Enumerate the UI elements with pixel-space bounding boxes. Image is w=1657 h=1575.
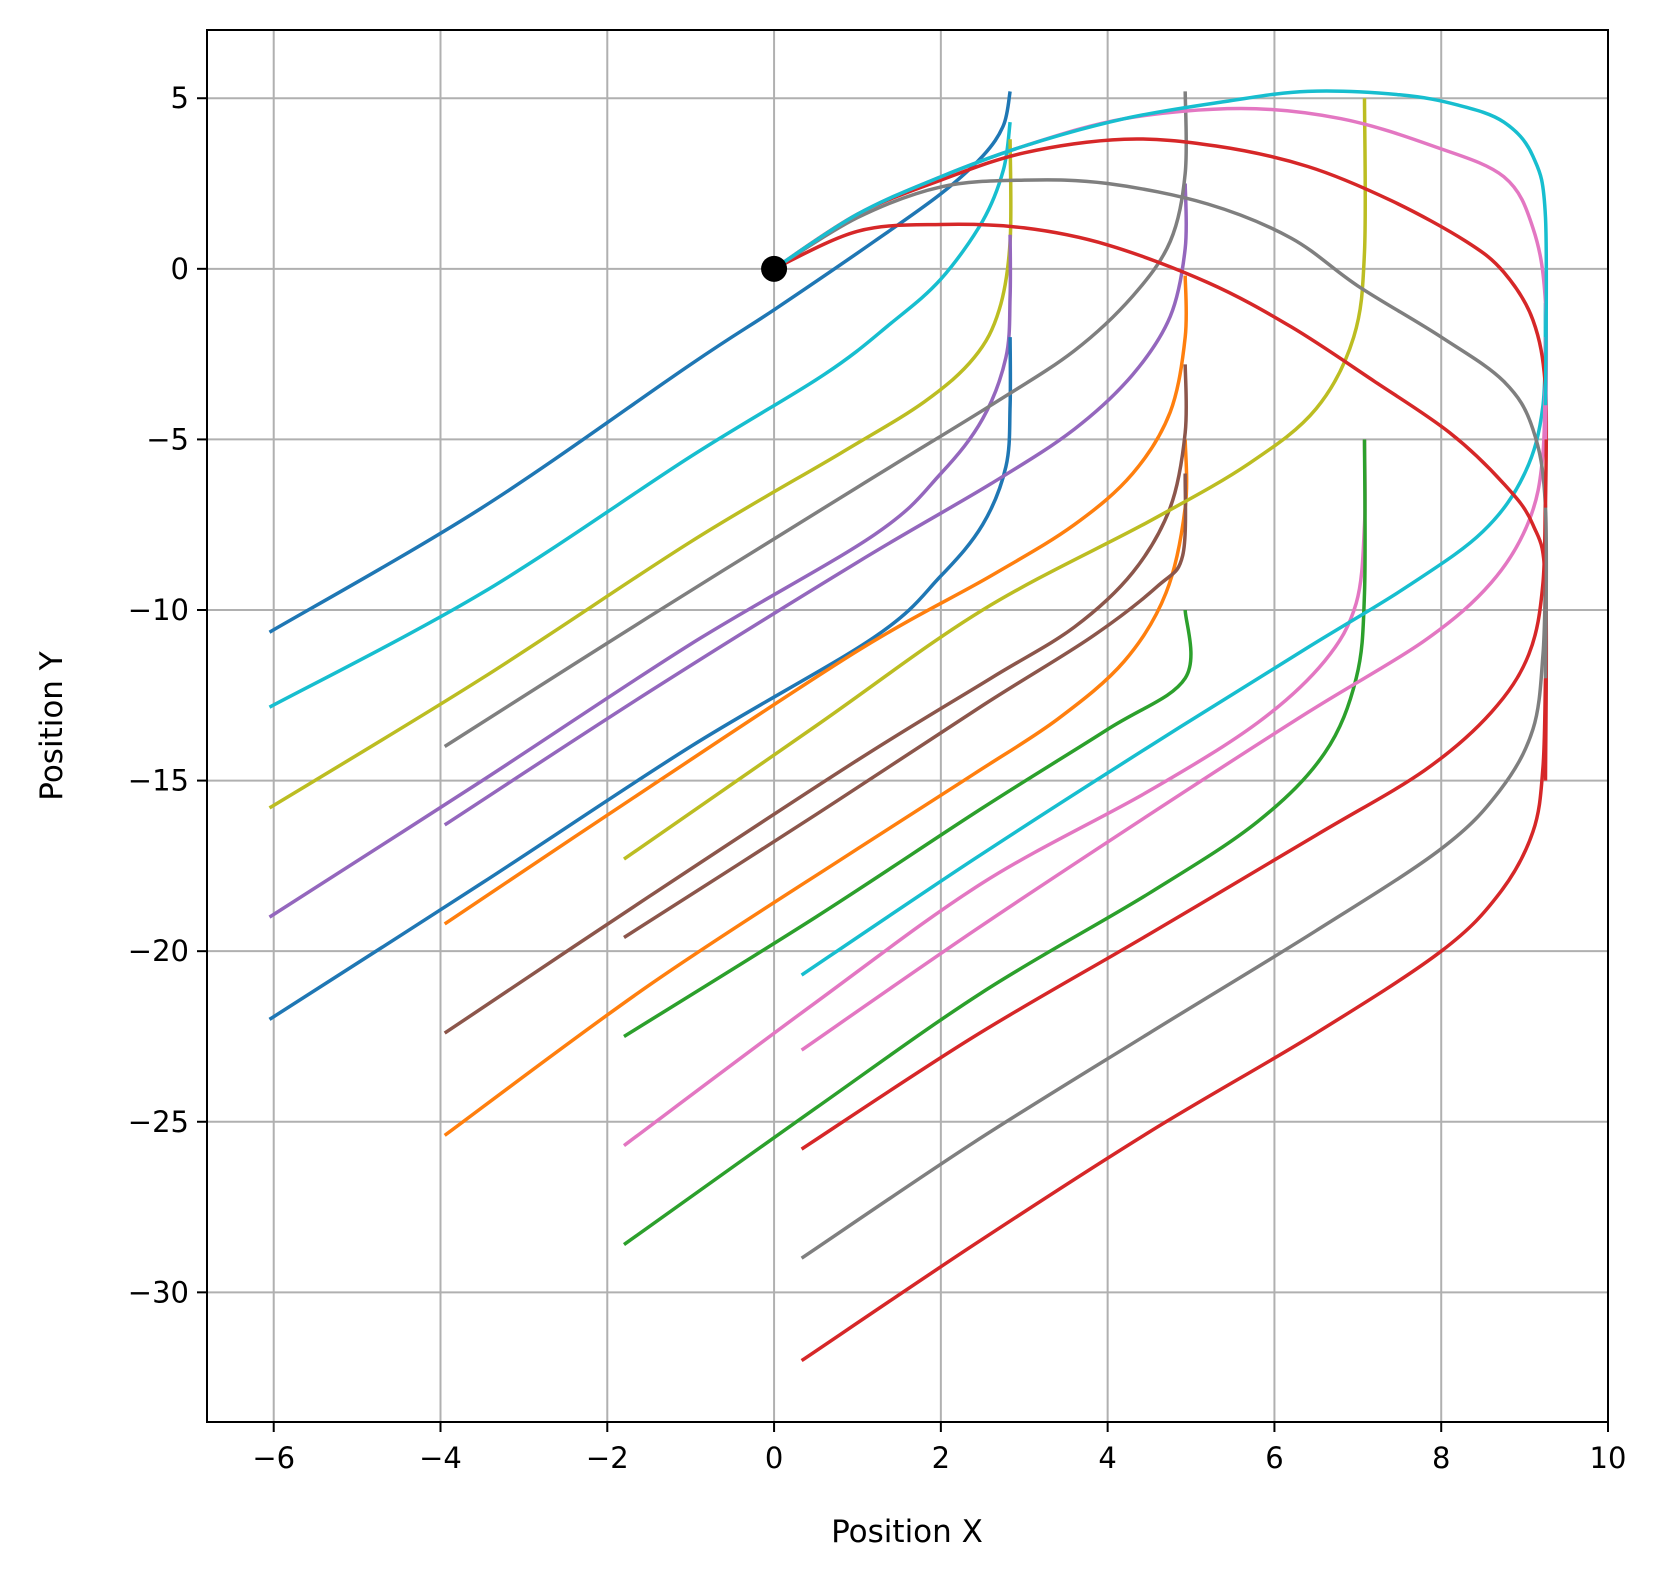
y-tick-label: 0: [171, 252, 189, 286]
trajectory-line-15: [622, 439, 1367, 1247]
x-tick-label: 6: [1265, 1441, 1283, 1475]
trajectory-line-20: [800, 678, 1548, 1363]
trajectory-line-23: [773, 137, 1549, 508]
x-tick-label: 8: [1432, 1441, 1450, 1475]
plot-frame: [206, 29, 1609, 1423]
trajectory-line-8: [443, 364, 1189, 1035]
trajectory-line-3: [268, 139, 1013, 810]
x-tick-label: 2: [932, 1441, 950, 1475]
x-axis-label: Position X: [831, 1514, 983, 1550]
trajectory-line-11: [443, 183, 1189, 827]
y-tick-label: 5: [171, 81, 189, 115]
trajectory-line-25: [773, 89, 1549, 406]
trajectory-line-10: [623, 609, 1193, 1038]
trajectory-line-13: [623, 98, 1368, 861]
y-tick-label: −25: [128, 1105, 189, 1139]
trajectory-line-18: [800, 473, 1548, 1151]
trajectory-line-6: [443, 439, 1189, 1137]
trajectory-line-7: [443, 275, 1189, 926]
trajectory-line-5: [268, 337, 1013, 1021]
trajectory-line-19: [800, 575, 1548, 1260]
y-tick-label: −30: [128, 1275, 189, 1309]
trajectory-line-14: [622, 439, 1367, 1148]
trajectory-line-12: [443, 91, 1189, 748]
trajectory-line-2: [268, 121, 1012, 709]
x-tick-label: −6: [252, 1441, 295, 1475]
y-tick-label: −10: [128, 593, 189, 627]
x-tick-label: 4: [1098, 1441, 1116, 1475]
origin-point: [761, 255, 788, 282]
trajectory-line-17: [800, 337, 1548, 1052]
y-tick-label: −5: [146, 422, 189, 456]
trajectory-line-9: [623, 473, 1188, 939]
trajectory-line-1: [268, 91, 1012, 634]
x-tick-label: 0: [765, 1441, 783, 1475]
x-tick-label: −2: [586, 1441, 629, 1475]
trajectory-line-4: [268, 234, 1013, 919]
y-tick-label: −20: [128, 934, 189, 968]
trajectory-line-24: [773, 106, 1549, 440]
series-layer: [268, 89, 1549, 1363]
x-tick-label: 10: [1590, 1441, 1627, 1475]
marker-layer: [761, 255, 788, 282]
grid-layer: [207, 30, 1609, 1422]
x-tick-label: −4: [419, 1441, 462, 1475]
y-tick-label: −15: [128, 764, 189, 798]
y-axis-label: Position Y: [34, 651, 70, 801]
trajectory-line-22: [773, 178, 1549, 679]
trajectory-line-21: [773, 222, 1549, 781]
